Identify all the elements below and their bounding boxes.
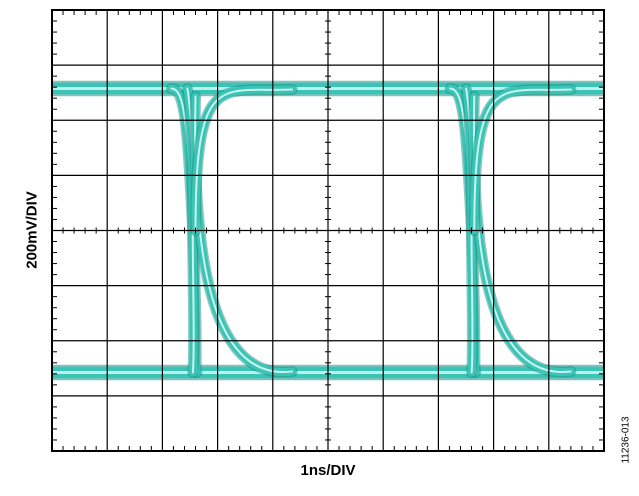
- falling-edge-tail-core: [194, 95, 294, 373]
- y-axis-label: 200mV/DIV: [23, 191, 41, 269]
- falling-edge-tail-core: [472, 95, 572, 373]
- falling-edge-tail: [469, 92, 575, 376]
- falling-edge-tail-edge: [468, 91, 577, 378]
- figure-id: 11236-013: [620, 416, 632, 464]
- rising-edge-tail-core: [194, 88, 294, 232]
- falling-edge-tail: [191, 92, 297, 376]
- grid: [52, 10, 604, 451]
- falling-edge-tail-edge: [189, 91, 298, 378]
- x-axis-label: 1ns/DIV: [300, 462, 356, 479]
- rising-edge-tail-core: [473, 88, 572, 232]
- plot-frame: [51, 9, 605, 452]
